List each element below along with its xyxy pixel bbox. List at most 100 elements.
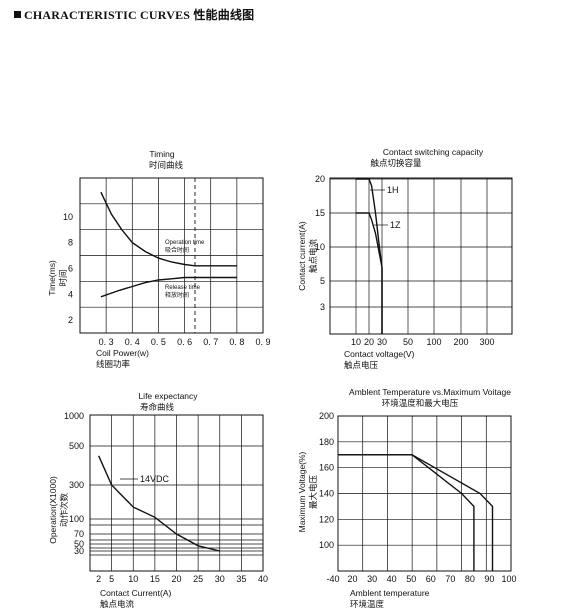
ambient-x-tick: 50 (406, 574, 416, 584)
switching-y-tick: 10 (315, 242, 325, 252)
switching-ylabel: Contact current(A) (297, 221, 307, 291)
switching-x-tick: 50 (403, 337, 413, 347)
ambient-x-tick: 40 (387, 574, 397, 584)
life-title-cn: 寿命曲线 (140, 402, 175, 412)
timing-y-tick: 2 (68, 315, 73, 325)
life-xlabel: Contact Current(A) (100, 588, 171, 598)
timing-title: Timing (149, 149, 174, 159)
timing-y-tick: 6 (68, 263, 73, 273)
ambient-voltage-chart: Amblent Temperature vs.Maximum Voitage 环… (297, 387, 517, 609)
timing-operation-label-cn: 吸合时间 (165, 246, 189, 254)
life-y-tick: 30 (74, 546, 84, 556)
ambient-y-tick: 100 (319, 540, 334, 550)
switching-y-tick: 3 (320, 302, 325, 312)
switching-1h-label: 1H (387, 185, 399, 195)
timing-y-tick: 10 (63, 212, 73, 222)
life-14vdc-curve (98, 455, 220, 552)
timing-x-tick: 0. 6 (177, 337, 192, 347)
life-xlabel-cn: 触点电流 (100, 599, 135, 609)
timing-x-tick: 0. 7 (203, 337, 218, 347)
timing-operation-label: Operation time (165, 240, 205, 246)
switching-x-tick: 200 (453, 337, 468, 347)
ambient-xlabel: Amblent temperature (350, 588, 430, 598)
page-title: CHARACTERISTIC CURVES 性能曲线图 (14, 6, 254, 23)
ambient-ylabel-cn: 最大电压 (308, 475, 318, 510)
life-title: Life expectancy (138, 391, 198, 401)
timing-title-cn: 时间曲线 (149, 160, 184, 170)
switching-x-tick: 20 (364, 337, 374, 347)
switching-y-tick: 20 (315, 174, 325, 184)
life-x-tick: 5 (109, 574, 114, 584)
timing-chart: Timing 时间曲线 0. 3 0. 4 0. 5 0. 6 0. 7 0. 8 0. 9… (47, 149, 271, 369)
ambient-x-tick: 20 (348, 574, 358, 584)
life-expectancy-chart: Life expectancy 寿命曲线 2 5 10 15 20 25 30 35 40 100… (48, 391, 268, 609)
switching-title-cn: 触点切换容量 (370, 158, 422, 168)
timing-x-tick: 0. 4 (125, 337, 140, 347)
ambient-y-tick: 160 (319, 463, 334, 473)
ambient-frame (337, 415, 512, 572)
life-x-tick: 15 (150, 574, 160, 584)
ambient-x-tick: 100 (501, 574, 516, 584)
switching-x-tick: 300 (479, 337, 494, 347)
ambient-y-tick: 180 (319, 437, 334, 447)
ambient-x-tick: -40 (326, 574, 339, 584)
switching-1z-curve (356, 212, 383, 334)
timing-ylabel: Time(ms) (47, 260, 57, 296)
ambient-title: Amblent Temperature vs.Maximum Voitage (349, 387, 511, 397)
switching-x-tick: 100 (426, 337, 441, 347)
timing-x-tick: 0. 3 (99, 337, 114, 347)
life-14vdc-label: 14VDC (140, 474, 170, 484)
switching-y-tick: 5 (320, 276, 325, 286)
switching-title: Contact switching capacity (383, 147, 484, 157)
timing-operation-curve (100, 191, 237, 267)
ambient-curve-b (338, 454, 494, 571)
switching-x-tick: 30 (377, 337, 387, 347)
title-square-icon (14, 11, 21, 18)
ambient-x-tick: 80 (465, 574, 475, 584)
timing-xlabel-cn: 线圈功率 (96, 359, 131, 369)
timing-release-curve (100, 276, 237, 298)
switching-xlabel-cn: 触点电压 (344, 360, 379, 370)
life-x-tick: 20 (171, 574, 181, 584)
ambient-x-tick: 60 (426, 574, 436, 584)
page-title-text: CHARACTERISTIC CURVES 性能曲线图 (24, 8, 255, 22)
life-ylabel-cn: 动作次数 (59, 493, 69, 528)
life-y-tick: 300 (69, 480, 84, 490)
ambient-xlabel-cn: 环境温度 (350, 599, 385, 609)
timing-release-label: Release time (165, 285, 201, 291)
ambient-y-tick: 120 (319, 514, 334, 524)
ambient-curve-a (338, 454, 475, 571)
switching-1z-label: 1Z (390, 220, 401, 230)
life-x-tick: 25 (193, 574, 203, 584)
switching-frame (329, 177, 513, 335)
life-y-tick: 1000 (64, 411, 84, 421)
life-y-tick: 50 (74, 539, 84, 549)
ambient-ylabel: Maximum Voltage(%) (297, 451, 307, 532)
life-y-tick: 500 (69, 441, 84, 451)
life-x-tick: 40 (258, 574, 268, 584)
ambient-y-tick: 140 (319, 489, 334, 499)
ambient-x-tick: 70 (445, 574, 455, 584)
switching-ylabel-cn: 触点电流 (308, 239, 318, 274)
switching-x-tick: 10 (351, 337, 361, 347)
timing-y-tick: 8 (68, 238, 73, 248)
life-x-tick: 35 (236, 574, 246, 584)
timing-x-tick: 0. 9 (255, 337, 270, 347)
life-ylabel: Operation(X1000) (48, 476, 58, 544)
life-x-tick: 30 (215, 574, 225, 584)
contact-switching-chart: Contact switching capacity 触点切换容量 10 20 30… (297, 147, 513, 370)
timing-release-label-cn: 释放时间 (165, 291, 189, 299)
life-y-tick: 70 (74, 529, 84, 539)
timing-y-tick: 4 (68, 289, 73, 299)
ambient-title-cn: 环境温度和最大电压 (382, 398, 459, 408)
life-y-tick: 100 (69, 514, 84, 524)
life-frame (89, 414, 264, 572)
timing-frame (79, 177, 264, 334)
timing-x-tick: 0. 8 (229, 337, 244, 347)
timing-xlabel: Coil Power(w) (96, 348, 149, 358)
timing-x-tick: 0. 5 (151, 337, 166, 347)
switching-xlabel: Contact voltage(V) (344, 349, 415, 359)
ambient-x-tick: 90 (484, 574, 494, 584)
ambient-y-tick: 200 (319, 411, 334, 421)
